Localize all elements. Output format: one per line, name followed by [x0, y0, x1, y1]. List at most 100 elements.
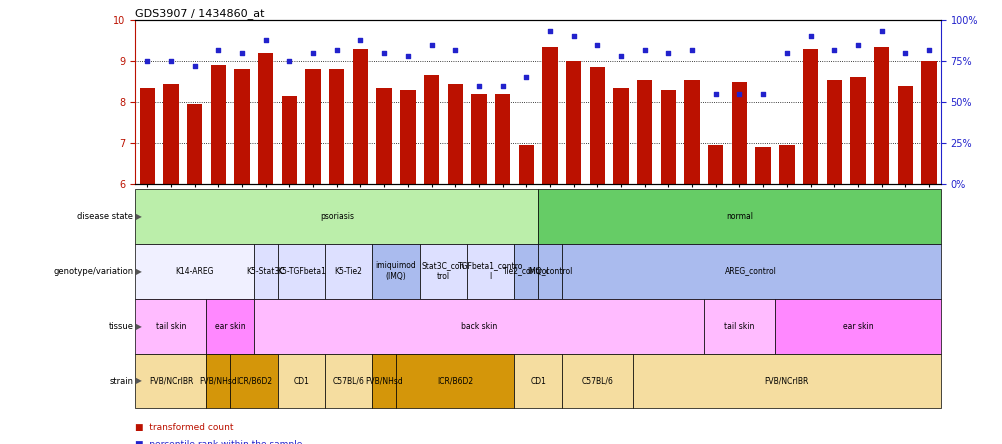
Text: ▶: ▶: [136, 377, 142, 385]
Text: K5-Stat3C: K5-Stat3C: [246, 266, 285, 276]
Bar: [873, 47, 889, 184]
Point: [258, 36, 274, 43]
Bar: [850, 78, 865, 184]
Text: K5-Tie2: K5-Tie2: [335, 266, 362, 276]
Point: [470, 82, 486, 89]
Bar: [897, 86, 912, 184]
Text: ear skin: ear skin: [214, 321, 245, 331]
Bar: [329, 69, 344, 184]
Text: ▶: ▶: [136, 266, 142, 276]
Text: CD1: CD1: [530, 377, 545, 385]
Bar: [282, 96, 297, 184]
Point: [778, 49, 794, 56]
Bar: [234, 69, 249, 184]
Point: [447, 46, 463, 53]
Bar: [612, 88, 628, 184]
Text: ■  percentile rank within the sample: ■ percentile rank within the sample: [135, 440, 303, 444]
Text: strain: strain: [109, 377, 133, 385]
Point: [826, 46, 842, 53]
Text: ear skin: ear skin: [842, 321, 873, 331]
Point: [518, 74, 534, 81]
Point: [139, 58, 155, 65]
Text: normal: normal: [725, 212, 753, 221]
Bar: [542, 47, 557, 184]
Bar: [471, 94, 486, 184]
Text: C57BL/6: C57BL/6: [333, 377, 364, 385]
Point: [494, 82, 510, 89]
Text: ■  transformed count: ■ transformed count: [135, 423, 233, 432]
Point: [186, 63, 202, 70]
Point: [541, 28, 557, 35]
Text: ▶: ▶: [136, 321, 142, 331]
Text: tail skin: tail skin: [155, 321, 186, 331]
Point: [873, 28, 889, 35]
Bar: [376, 88, 392, 184]
Text: ICR/B6D2: ICR/B6D2: [235, 377, 272, 385]
Bar: [636, 79, 651, 184]
Text: ICR/B6D2: ICR/B6D2: [437, 377, 473, 385]
Text: K5-TGFbeta1: K5-TGFbeta1: [277, 266, 326, 276]
Text: K14-AREG: K14-AREG: [175, 266, 213, 276]
Bar: [447, 83, 463, 184]
Text: tail skin: tail skin: [723, 321, 754, 331]
Bar: [707, 145, 722, 184]
Point: [329, 46, 345, 53]
Text: Tie2_control: Tie2_control: [502, 266, 549, 276]
Bar: [589, 67, 604, 184]
Bar: [186, 104, 202, 184]
Point: [565, 33, 581, 40]
Bar: [494, 94, 510, 184]
Point: [352, 36, 368, 43]
Point: [305, 49, 321, 56]
Text: back skin: back skin: [460, 321, 497, 331]
Text: FVB/NCrIBR: FVB/NCrIBR: [764, 377, 809, 385]
Bar: [258, 53, 274, 184]
Text: ▶: ▶: [136, 212, 142, 221]
Text: disease state: disease state: [77, 212, 133, 221]
Point: [755, 91, 771, 98]
Point: [376, 49, 392, 56]
Point: [282, 58, 298, 65]
Text: tissue: tissue: [108, 321, 133, 331]
Point: [162, 58, 178, 65]
Bar: [755, 147, 771, 184]
Text: psoriasis: psoriasis: [320, 212, 354, 221]
Point: [423, 41, 439, 48]
Bar: [518, 145, 533, 184]
Bar: [163, 83, 178, 184]
Bar: [565, 61, 581, 184]
Bar: [353, 49, 368, 184]
Point: [802, 33, 818, 40]
Point: [730, 91, 746, 98]
Text: IMQ_control: IMQ_control: [527, 266, 572, 276]
Bar: [400, 90, 415, 184]
Bar: [660, 90, 675, 184]
Text: FVB/NHsd: FVB/NHsd: [365, 377, 403, 385]
Bar: [305, 69, 321, 184]
Text: C57BL/6: C57BL/6: [581, 377, 612, 385]
Point: [707, 91, 723, 98]
Point: [636, 46, 652, 53]
Point: [589, 41, 605, 48]
Text: genotype/variation: genotype/variation: [53, 266, 133, 276]
Bar: [139, 88, 154, 184]
Point: [683, 46, 699, 53]
Bar: [210, 65, 225, 184]
Point: [897, 49, 913, 56]
Text: TGFbeta1_contro
l: TGFbeta1_contro l: [458, 262, 523, 281]
Text: FVB/NHsd: FVB/NHsd: [199, 377, 236, 385]
Text: GDS3907 / 1434860_at: GDS3907 / 1434860_at: [135, 8, 265, 19]
Bar: [921, 61, 936, 184]
Bar: [731, 82, 746, 184]
Point: [210, 46, 226, 53]
Point: [920, 46, 936, 53]
Point: [612, 52, 628, 59]
Bar: [683, 79, 699, 184]
Bar: [424, 75, 439, 184]
Bar: [802, 49, 818, 184]
Text: imiquimod
(IMQ): imiquimod (IMQ): [375, 262, 416, 281]
Text: Stat3C_con
trol: Stat3C_con trol: [421, 262, 465, 281]
Point: [659, 49, 675, 56]
Text: CD1: CD1: [293, 377, 309, 385]
Point: [233, 49, 249, 56]
